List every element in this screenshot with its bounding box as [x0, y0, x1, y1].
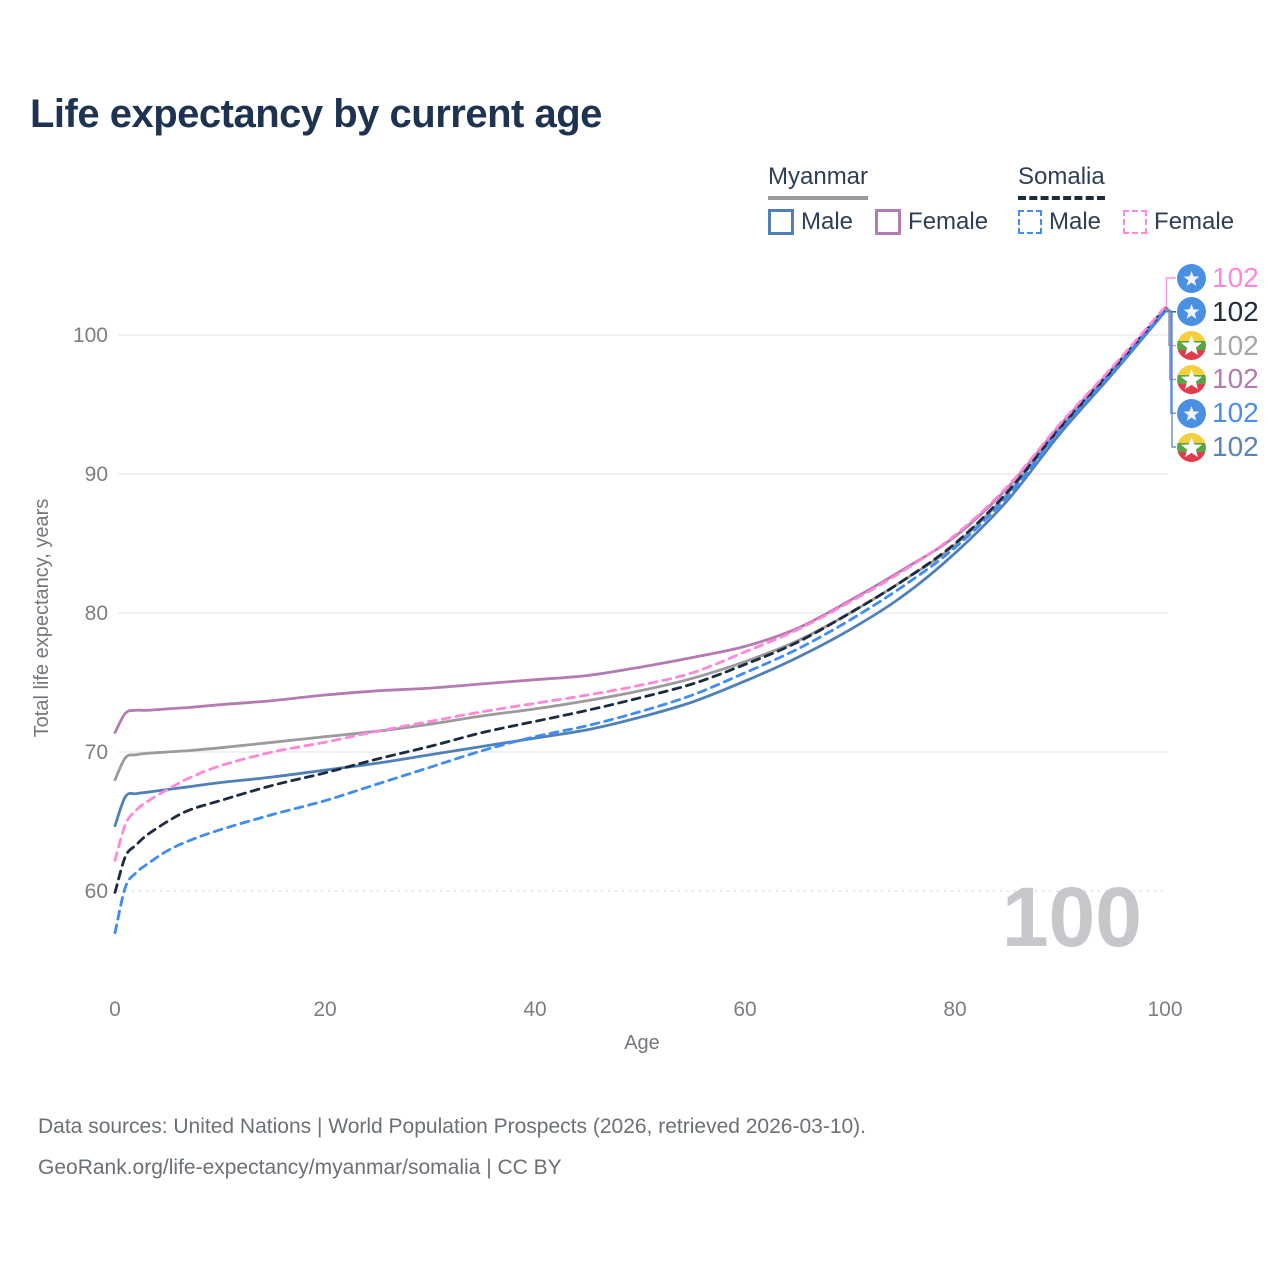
x-tick-label: 40 [523, 998, 546, 1021]
solid-line-swatch-icon [875, 209, 902, 235]
legend-item-label: Male [801, 208, 854, 235]
end-label-row: 102 [1177, 329, 1259, 361]
legend-item-myanmar-female[interactable]: Female [875, 208, 988, 236]
end-value-label: 102 [1212, 363, 1259, 395]
age-counter-watermark: 100 [1002, 870, 1142, 964]
end-label-row: 102 [1177, 431, 1259, 462]
series-line-myanmar-male [113, 310, 1167, 828]
legend-item-somalia-female[interactable]: Female [1123, 208, 1234, 236]
end-value-label: 102 [1212, 397, 1259, 429]
end-label-leader [1165, 277, 1176, 308]
footer: Data sources: United Nations | World Pop… [38, 1106, 866, 1188]
solid-line-swatch-icon [768, 209, 794, 235]
end-value-label: 102 [1212, 295, 1259, 327]
x-tick-label: 60 [733, 998, 756, 1021]
legend-item-myanmar-male[interactable]: Male [768, 208, 853, 236]
dashed-line-swatch-icon [1018, 210, 1042, 234]
data-source-note: Data sources: United Nations | World Pop… [38, 1115, 867, 1138]
y-axis-title: Total life expectancy, years [31, 499, 53, 738]
legend-item-label: Male [1049, 208, 1102, 235]
end-label-leader [1165, 309, 1176, 381]
legend-item-label: Female [1154, 208, 1235, 235]
end-value-label: 102 [1212, 431, 1259, 462]
x-axis-title: Age [624, 1032, 660, 1054]
y-tick-label: 90 [85, 463, 108, 486]
legend-group-title-somalia[interactable]: Somalia [1018, 163, 1105, 200]
x-tick-label: 0 [109, 998, 121, 1021]
series-line-somalia-male [113, 309, 1167, 935]
somalia-flag-icon [1177, 263, 1206, 293]
myanmar-flag-icon [1177, 364, 1206, 394]
series-line-myanmar-both-sexes [113, 307, 1167, 782]
y-tick-label: 100 [73, 324, 108, 347]
legend-item-label: Female [908, 208, 989, 235]
legend-item-somalia-male[interactable]: Male [1018, 208, 1101, 236]
series-line-myanmar-female [113, 308, 1167, 734]
somalia-flag-icon [1177, 398, 1206, 428]
x-tick-label: 100 [1147, 998, 1182, 1021]
x-tick-label: 80 [943, 998, 966, 1021]
end-label-row: 102 [1177, 363, 1259, 395]
myanmar-flag-icon [1177, 432, 1206, 462]
end-value-label: 102 [1212, 262, 1259, 293]
attribution-note: GeoRank.org/life-expectancy/myanmar/soma… [38, 1156, 562, 1179]
series-line-somalia-female [113, 305, 1167, 862]
end-label-row: 102 [1177, 295, 1259, 327]
legend-group-myanmar: Myanmar Male Female [768, 163, 1010, 236]
series-line-somalia-both-sexes [113, 306, 1167, 894]
end-label-leader [1165, 310, 1176, 414]
page-title: Life expectancy by current age [30, 92, 602, 136]
end-label-row: 102 [1177, 397, 1259, 429]
legend-group-somalia: Somalia Male Female [1018, 163, 1256, 236]
myanmar-flag-icon [1177, 331, 1206, 361]
y-tick-label: 80 [85, 602, 108, 625]
y-tick-label: 60 [85, 880, 108, 903]
dashed-line-swatch-icon [1123, 210, 1148, 234]
end-value-label: 102 [1212, 329, 1259, 361]
end-label-leader [1165, 310, 1176, 448]
end-label-row: 102 [1177, 262, 1259, 293]
somalia-flag-icon [1177, 297, 1206, 327]
y-tick-label: 70 [85, 741, 108, 764]
x-tick-label: 20 [313, 998, 336, 1021]
legend-group-title-myanmar[interactable]: Myanmar [768, 163, 869, 200]
